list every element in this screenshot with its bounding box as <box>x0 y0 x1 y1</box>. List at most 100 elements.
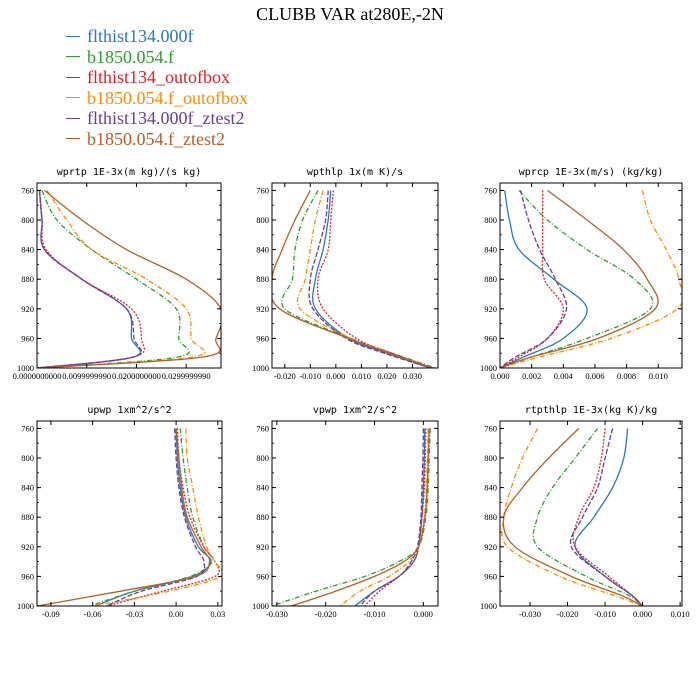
y-tick-label: 880 <box>256 274 269 284</box>
y-tick-label: 1000 <box>252 601 269 611</box>
panel-title: wprcp 1E-3x(m/s) (kg/kg) <box>519 167 664 178</box>
series-line <box>532 428 644 606</box>
y-tick-label: 1000 <box>480 601 497 611</box>
x-tick-label: 0.010 <box>352 371 371 381</box>
y-tick-label: 800 <box>21 453 34 463</box>
y-tick-label: 760 <box>484 423 497 433</box>
series-line <box>95 428 212 606</box>
series-line <box>501 428 643 606</box>
legend-item: flthist134_outofbox <box>66 67 248 88</box>
y-tick-label: 760 <box>256 423 269 433</box>
series-line <box>500 190 568 368</box>
series-line <box>280 190 436 368</box>
series-line <box>500 189 659 368</box>
x-tick-label: 0.000 <box>414 609 433 619</box>
panel-title: wpthlp 1x(m K)/s <box>307 167 403 178</box>
series-group <box>500 189 682 368</box>
series-line <box>500 190 682 368</box>
x-tick-label: -0.030 <box>519 609 541 619</box>
y-tick-label: 920 <box>21 542 34 552</box>
panel-title: wprtp 1E-3x(m kg)/(s kg) <box>57 167 202 178</box>
series-line <box>569 428 644 606</box>
x-tick-label: -0.06 <box>84 609 102 619</box>
y-tick-label: 1000 <box>252 363 269 373</box>
y-tick-label: 840 <box>484 245 497 255</box>
legend-item: flthist134.000f <box>66 26 248 47</box>
series-line <box>339 428 429 606</box>
plot-frame <box>499 182 683 369</box>
series-line <box>500 190 588 368</box>
legend-label: b1850.054.f_outofbox <box>87 87 248 108</box>
x-tick-label: 0.010 <box>649 371 668 381</box>
series-line <box>37 428 211 606</box>
panel-title: vpwp 1xm^2/s^2 <box>313 405 397 416</box>
x-tick-label: -0.09 <box>42 609 60 619</box>
legend-item: b1850.054.f <box>66 47 248 68</box>
x-tick-label: 0.0299999990 <box>162 371 211 381</box>
chart-panel: upwp 1xm^2/s^2 760 800 840 880 920 960 1000 -0.0… <box>17 405 225 619</box>
x-tick-label: -0.020 <box>274 371 296 381</box>
plot-frame <box>271 420 439 607</box>
x-tick-label: -0.020 <box>315 609 337 619</box>
series-group <box>272 190 436 368</box>
series-line <box>106 428 221 606</box>
legend-label: flthist134_outofbox <box>87 67 230 88</box>
series-line <box>500 189 654 368</box>
legend-swatch <box>66 35 80 37</box>
series-line <box>502 427 643 606</box>
plot-frame <box>271 182 439 369</box>
y-tick-label: 840 <box>484 483 497 493</box>
x-tick-label: 0.002 <box>522 371 541 381</box>
x-tick-label: 0.006 <box>585 371 604 381</box>
series-group <box>37 189 221 368</box>
series-line <box>106 428 206 606</box>
legend-label: b1850.054.f_ztest2 <box>87 128 225 149</box>
y-tick-label: 760 <box>256 185 269 195</box>
y-tick-label: 960 <box>21 571 34 581</box>
legend-swatch <box>66 117 80 119</box>
y-tick-label: 1000 <box>17 363 34 373</box>
series-line <box>291 428 430 606</box>
panel-title: rtpthlp 1E-3x(kg K)/kg <box>525 405 657 416</box>
y-tick-label: 880 <box>484 274 497 284</box>
y-tick-label: 760 <box>484 185 497 195</box>
y-tick-label: 800 <box>484 453 497 463</box>
x-tick-label: 0.020 <box>377 371 396 381</box>
legend-item: flthist134.000f_ztest2 <box>66 108 248 129</box>
legend-label: flthist134.000f <box>87 26 194 47</box>
plot-frame <box>36 420 223 607</box>
x-tick-label: 0.030 <box>403 371 422 381</box>
plot-frame <box>36 182 222 369</box>
legend-swatch <box>66 138 80 140</box>
x-tick-label: 0.000 <box>633 609 652 619</box>
series-line <box>354 428 426 606</box>
legend-swatch <box>66 97 80 99</box>
series-line <box>364 428 427 606</box>
x-tick-label: -0.010 <box>299 371 321 381</box>
y-tick-label: 880 <box>484 512 497 522</box>
panel-title: upwp 1xm^2/s^2 <box>87 405 171 416</box>
y-tick-label: 760 <box>21 423 34 433</box>
x-tick-label: 0.00 <box>169 609 184 619</box>
series-line <box>308 190 431 368</box>
chart-panel: wprcp 1E-3x(m/s) (kg/kg) 760 800 840 880 920 9… <box>480 167 683 381</box>
x-tick-label: 0.010 <box>671 609 690 619</box>
y-tick-label: 920 <box>484 542 497 552</box>
x-tick-label: 0.000 <box>490 371 509 381</box>
legend-item: b1850.054.f_outofbox <box>66 88 248 109</box>
x-tick-label: 0.0099999990 <box>62 371 111 381</box>
y-tick-label: 920 <box>256 304 269 314</box>
y-tick-label: 880 <box>21 274 34 284</box>
series-line <box>272 428 431 606</box>
series-group <box>272 428 431 606</box>
series-line <box>37 190 190 368</box>
chart-panel: wpthlp 1x(m K)/s 760 800 840 880 920 960 1000 -0… <box>252 167 439 381</box>
x-tick-label: 0.03 <box>210 609 225 619</box>
series-line <box>500 190 564 368</box>
x-tick-label: -0.010 <box>594 609 616 619</box>
y-tick-label: 840 <box>21 483 34 493</box>
series-line <box>296 190 434 368</box>
plot-frame <box>499 420 683 607</box>
x-tick-label: 0.000 <box>326 371 345 381</box>
